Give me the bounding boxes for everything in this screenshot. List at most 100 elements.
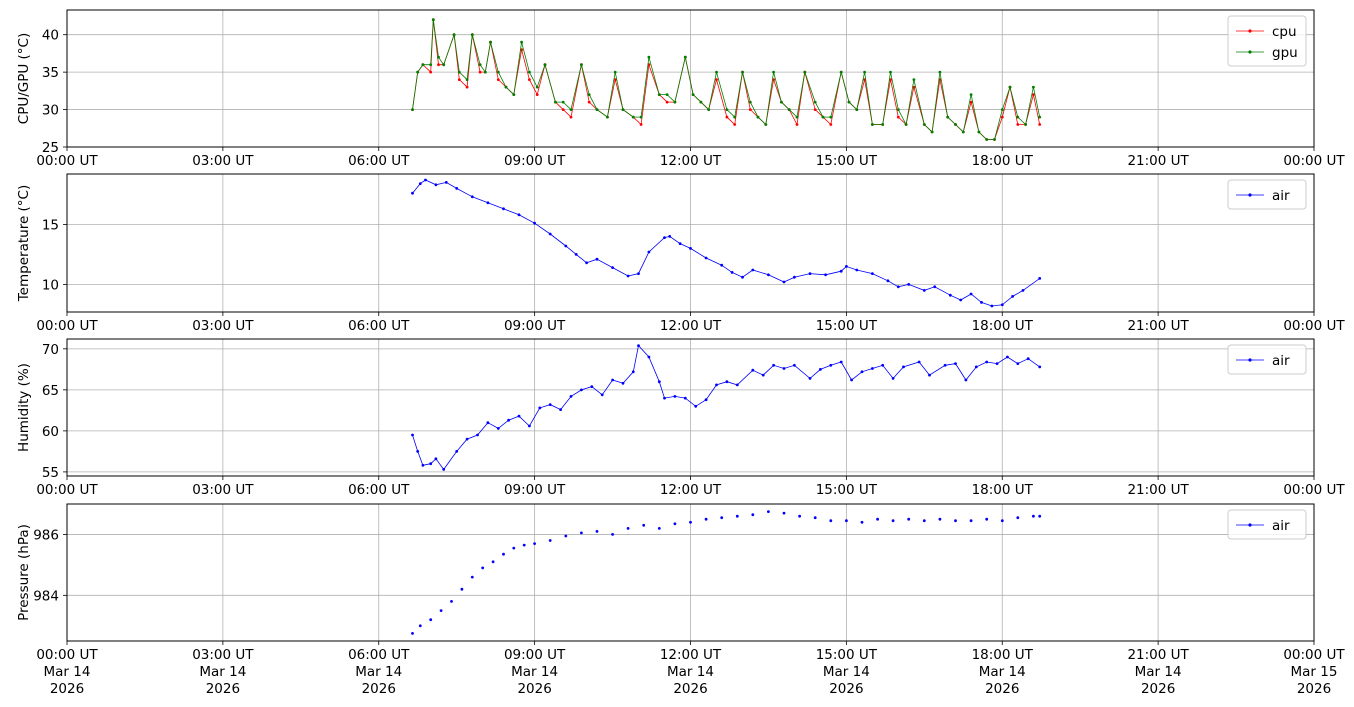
data-point [470,575,474,579]
x-tick-label: 15:00 UT [816,318,878,334]
data-point [969,100,973,104]
data-point [891,377,895,380]
data-point [829,115,833,119]
data-point [631,370,635,374]
data-point [886,279,890,283]
legend: cpu gpu [1227,15,1307,67]
series-line [412,19,1041,140]
data-point [483,70,487,74]
x-tick-label: 21:00 UT [1127,153,1189,169]
data-point [930,130,934,134]
data-point [938,517,942,521]
data-point [642,523,646,527]
legend-label: air [1272,518,1290,534]
data-point [528,424,531,428]
data-point [1000,303,1004,307]
data-point [730,271,734,274]
data-point [767,273,770,277]
data-point [626,274,630,278]
data-point [502,207,505,211]
x-tick-date: Mar 14 [979,664,1026,680]
data-point [961,130,965,134]
data-point [452,33,456,37]
data-point [431,18,435,22]
x-tick-label: 21:00 UT [1127,318,1189,334]
data-point [985,517,989,521]
data-point [600,393,604,397]
data-point [569,115,573,119]
data-point [821,115,825,119]
y-tick-label: 10 [42,277,59,293]
data-point [611,266,614,269]
data-point [829,363,833,367]
axes-frame [66,173,1315,313]
data-point [418,624,422,628]
data-point [813,516,817,520]
data-point [928,373,931,377]
data-point [798,514,801,518]
legend-marker [1248,193,1252,197]
data-point [538,406,542,410]
x-tick-date: Mar 14 [199,664,246,680]
x-tick-label: 00:00 UT [1283,482,1345,498]
data-point [590,385,594,388]
data-point [751,513,755,517]
data-point [470,33,474,37]
data-point [548,232,552,236]
data-point [522,543,526,547]
data-point [985,138,989,141]
data-point [548,403,552,406]
data-point [421,63,425,67]
y-tick-label: 30 [42,103,59,119]
data-point [954,519,957,523]
data-point [829,519,833,523]
data-point [741,275,744,279]
data-point [922,123,926,126]
x-tick-date: Mar 14 [511,664,558,680]
data-point [780,100,783,104]
data-point [850,378,853,382]
series-gpu [411,18,1042,141]
data-point [751,268,755,272]
x-tick-label: 09:00 UT [504,482,566,498]
data-point [561,100,565,104]
data-point [564,244,568,248]
x-tick-date: Mar 14 [355,664,402,680]
data-point [574,253,578,256]
y-tick-label: 986 [33,527,59,543]
data-point [580,63,583,67]
data-point [969,519,973,523]
data-point [444,181,448,184]
data-point [863,70,866,74]
x-tick-label: 06:00 UT [348,647,410,663]
data-point [439,609,443,612]
legend-label: air [1272,188,1290,204]
data-point [1038,277,1042,280]
x-tick-label: 15:00 UT [816,482,878,498]
data-point [824,273,827,277]
x-tick-label: 03:00 UT [192,647,254,663]
data-point [808,272,812,275]
x-tick-label: 21:00 UT [1127,482,1189,498]
data-point [429,63,433,67]
x-tick-label: 09:00 UT [504,318,566,334]
data-point [657,527,661,530]
data-point [496,427,500,430]
data-point [803,70,807,74]
data-point [421,463,425,467]
data-point [595,108,599,111]
data-point [845,519,848,523]
x-tick-label: 06:00 UT [348,482,410,498]
data-point [946,115,950,119]
data-point [741,70,744,74]
data-point [948,293,952,297]
data-point [517,213,521,217]
y-tick-label: 25 [42,140,59,156]
data-point [665,100,669,104]
data-point [442,63,446,67]
data-point [595,257,599,261]
data-point [871,367,874,370]
data-point [673,100,677,104]
